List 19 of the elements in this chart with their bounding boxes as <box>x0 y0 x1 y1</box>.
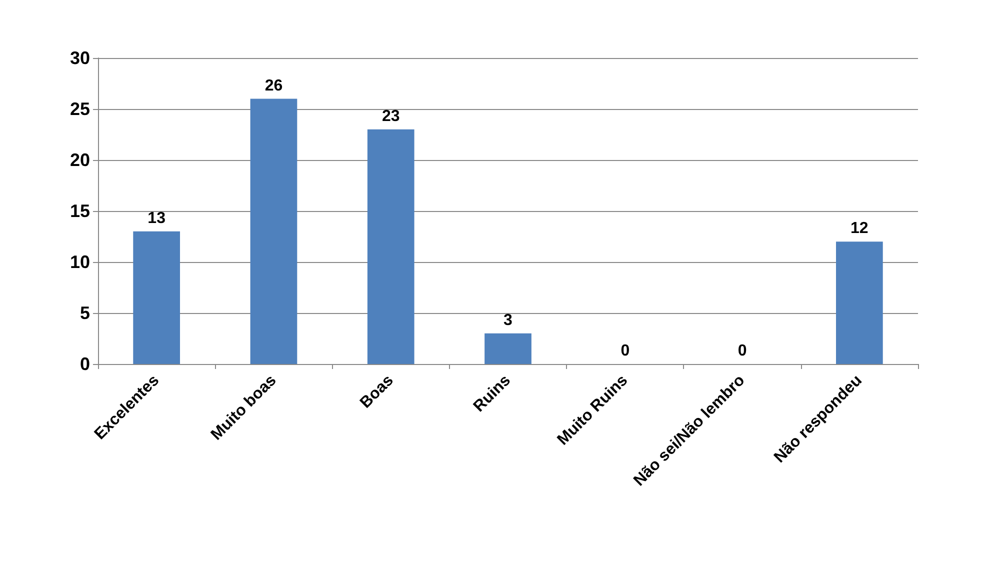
data-label: 26 <box>264 77 283 94</box>
y-tick-label: 20 <box>70 150 90 170</box>
y-tick-label: 0 <box>80 354 90 374</box>
bar <box>133 231 180 364</box>
data-label: 12 <box>850 220 868 238</box>
bar <box>836 242 883 364</box>
bar <box>367 129 414 364</box>
y-tick-label: 10 <box>70 252 90 272</box>
y-tick-label: 15 <box>70 201 90 221</box>
data-label: 0 <box>620 342 630 360</box>
y-tick-label: 5 <box>80 303 90 323</box>
data-label: 13 <box>148 210 166 227</box>
data-label: 0 <box>738 342 747 360</box>
bar <box>484 333 532 364</box>
bar <box>250 98 298 364</box>
data-label: 3 <box>504 312 513 329</box>
y-tick-label: 25 <box>70 99 90 119</box>
y-tick-label: 30 <box>70 48 90 68</box>
data-label: 23 <box>382 108 400 125</box>
